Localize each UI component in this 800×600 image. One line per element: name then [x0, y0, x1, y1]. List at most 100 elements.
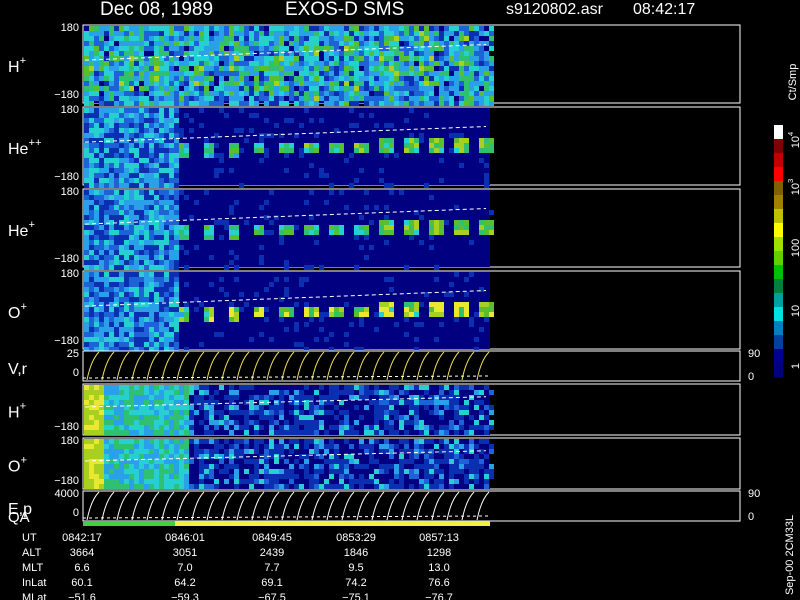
- spectrogram-cell: [99, 454, 104, 459]
- spectrogram-cell: [124, 390, 129, 395]
- spectrogram-cell: [174, 444, 179, 449]
- spectrogram-cell: [89, 26, 94, 31]
- spectrogram-cell: [404, 36, 409, 41]
- spectrogram-cell: [269, 71, 274, 76]
- spectrogram-cell: [179, 317, 184, 322]
- spectrogram-cell: [424, 113, 429, 118]
- spectrogram-cell: [299, 31, 304, 36]
- spectrogram-cell: [434, 41, 439, 46]
- spectrogram-cell: [179, 410, 184, 415]
- spectrogram-cell: [379, 400, 384, 405]
- spectrogram-cell: [119, 250, 124, 255]
- spectrogram-cell: [129, 71, 134, 76]
- spectrogram-cell: [174, 41, 179, 46]
- spectrogram-cell: [184, 81, 189, 86]
- spectrogram-cell: [134, 173, 139, 178]
- spectrogram-cell: [384, 390, 389, 395]
- spectrogram-cell: [459, 138, 464, 143]
- spectrogram-cell: [279, 230, 284, 235]
- spectrogram-cell: [364, 385, 369, 390]
- spectrogram-cell: [104, 245, 109, 250]
- spectrogram-cell: [454, 71, 459, 76]
- spectrogram-cell: [339, 400, 344, 405]
- spectrogram-cell: [174, 420, 179, 425]
- spectrogram-cell: [159, 277, 164, 282]
- spectrogram-cell: [184, 307, 189, 312]
- spectrogram-cell: [89, 469, 94, 474]
- spectrogram-cell: [204, 153, 209, 158]
- spectrogram-cell: [209, 148, 214, 153]
- panel-label-sup: +: [20, 301, 27, 313]
- spectrogram-cell: [154, 66, 159, 71]
- spectrogram-cell: [294, 26, 299, 31]
- spectrogram-cell: [479, 91, 484, 96]
- spectrogram-cell: [99, 287, 104, 292]
- spectrogram-cell: [169, 190, 174, 195]
- sweep-line: [476, 351, 490, 381]
- spectrogram-cell: [309, 56, 314, 61]
- spectrogram-cell: [449, 425, 454, 430]
- spectrogram-cell: [104, 56, 109, 61]
- spectrogram-cell: [169, 173, 174, 178]
- spectrogram-cell: [104, 277, 109, 282]
- spectrogram-cell: [304, 46, 309, 51]
- spectrogram-cell: [129, 178, 134, 183]
- spectrogram-cell: [89, 454, 94, 459]
- spectrogram-cell: [414, 337, 419, 342]
- spectrogram-cell: [89, 138, 94, 143]
- panel-label-sup: +: [20, 400, 27, 412]
- spectrogram-cell: [339, 26, 344, 31]
- spectrogram-cell: [484, 101, 489, 106]
- spectrogram-cell: [329, 66, 334, 71]
- spectrogram-cell: [299, 277, 304, 282]
- spectrogram-cell: [109, 415, 114, 420]
- spectrogram-cell: [194, 439, 199, 444]
- spectrogram-cell: [404, 51, 409, 56]
- spectrogram-cell: [399, 66, 404, 71]
- spectrogram-cell: [309, 425, 314, 430]
- spectrogram-cell: [129, 133, 134, 138]
- spectrogram-cell: [114, 307, 119, 312]
- spectrogram-cell: [104, 327, 109, 332]
- spectrogram-cell: [349, 444, 354, 449]
- spectrogram-cell: [334, 76, 339, 81]
- spectrogram-cell: [94, 143, 99, 148]
- spectrogram-cell: [154, 190, 159, 195]
- spectrogram-cell: [109, 220, 114, 225]
- spectrogram-cell: [94, 347, 99, 352]
- spectrogram-cell: [489, 41, 494, 46]
- spectrogram-cell: [189, 26, 194, 31]
- spectrogram-cell: [164, 260, 169, 265]
- spectrogram-cell: [489, 91, 494, 96]
- spectrogram-cell: [384, 230, 389, 235]
- spectrogram-cell: [489, 220, 494, 225]
- spectrogram-cell: [314, 469, 319, 474]
- spectrogram-cell: [184, 250, 189, 255]
- spectrogram-cell: [309, 317, 314, 322]
- spectrogram-cell: [114, 410, 119, 415]
- spectrogram-cell: [334, 148, 339, 153]
- spectrogram-cell: [279, 225, 284, 230]
- spectrogram-cell: [454, 143, 459, 148]
- spectrogram-cell: [229, 205, 234, 210]
- panel-label-base: H: [8, 405, 20, 422]
- spectrogram-cell: [349, 56, 354, 61]
- spectrogram-cell: [169, 385, 174, 390]
- spectrogram-cell: [379, 168, 384, 173]
- colorbar-step: [774, 307, 783, 322]
- spectrogram-cell: [304, 302, 309, 307]
- spectrogram-cell: [194, 51, 199, 56]
- spectrogram-cell: [444, 26, 449, 31]
- spectrogram-cell: [299, 96, 304, 101]
- spectrogram-cell: [104, 342, 109, 347]
- spectrogram-cell: [254, 230, 259, 235]
- spectrogram-cell: [344, 420, 349, 425]
- stamp: Sep-00 2CM33L: [784, 515, 796, 595]
- spectrogram-cell: [389, 405, 394, 410]
- spectrogram-cell: [329, 51, 334, 56]
- spectrogram-cell: [184, 425, 189, 430]
- spectrogram-cell: [174, 449, 179, 454]
- spectrogram-cell: [119, 76, 124, 81]
- spectrogram-cell: [269, 420, 274, 425]
- spectrogram-cell: [174, 113, 179, 118]
